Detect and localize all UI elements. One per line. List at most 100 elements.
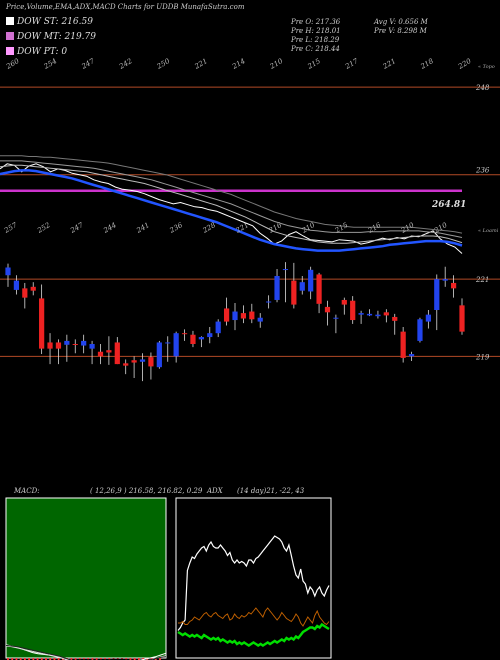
candle-body xyxy=(106,350,112,353)
candle-body xyxy=(366,313,373,316)
candle-body xyxy=(350,300,356,321)
candle-body xyxy=(425,314,431,322)
ema-series-line-4 xyxy=(0,169,463,252)
adx-series-line-1 xyxy=(178,607,330,627)
price-top-label: 215 xyxy=(333,221,350,235)
candle-body xyxy=(308,269,314,292)
candle-body xyxy=(64,340,70,345)
candle-body xyxy=(114,342,120,365)
legend-dow-pt: DOW PT: 0 xyxy=(6,47,67,57)
candle-body xyxy=(417,319,423,341)
adx-panel-frame xyxy=(175,497,332,659)
candle-body xyxy=(442,279,448,281)
legend-swatch-mt xyxy=(6,32,14,40)
candle-body xyxy=(257,317,263,322)
candle-body xyxy=(13,280,20,290)
ema-series-line-0 xyxy=(0,163,463,254)
candle-body xyxy=(392,316,398,321)
candle-body xyxy=(358,313,364,315)
candle-body xyxy=(383,312,389,316)
ema-top-label: 210 xyxy=(268,57,285,71)
chart-title: Price,Volume,EMA,ADX,MACD Charts for UDD… xyxy=(6,3,245,11)
price-top-label: 216 xyxy=(366,221,383,235)
ema-top-label: 254 xyxy=(42,57,58,71)
candle-body xyxy=(190,334,196,344)
candle-body xyxy=(324,306,331,313)
candle-body xyxy=(207,333,213,338)
price-top-label: 257 xyxy=(2,221,19,235)
ema-top-label: 215 xyxy=(305,57,322,71)
candle-body xyxy=(240,313,247,319)
ema-series-line-3 xyxy=(0,155,463,234)
candle-body xyxy=(198,337,204,340)
candle-body xyxy=(72,344,78,345)
candle-body xyxy=(434,279,440,310)
macd-label: MACD: xyxy=(13,487,40,495)
ema-corner-label: « Topo xyxy=(478,64,495,70)
candle-body xyxy=(291,280,297,305)
candle-body xyxy=(22,288,28,298)
candle-body xyxy=(333,317,339,319)
macd-series-line-1 xyxy=(5,645,167,660)
candle-body xyxy=(47,342,53,349)
candle-body xyxy=(131,360,137,363)
candle-body xyxy=(148,357,154,367)
legend-label-pt: DOW PT: 0 xyxy=(17,47,68,57)
candle-body xyxy=(232,311,238,321)
candle-body xyxy=(123,363,129,366)
candle-body xyxy=(39,298,45,349)
macd-series-line-2 xyxy=(5,644,167,660)
candle-body xyxy=(81,340,87,346)
macd-series-line-0 xyxy=(5,644,167,660)
candle-body xyxy=(274,276,280,300)
candle-body xyxy=(165,342,171,344)
legend-dow-st: DOW ST: 216.59 xyxy=(6,17,93,27)
ema-top-label: 218 xyxy=(418,57,435,71)
candle-body xyxy=(55,342,62,349)
price-right-label: 219 xyxy=(475,353,490,361)
adx-label: ADX xyxy=(206,487,224,495)
price-top-label: 252 xyxy=(35,221,52,235)
stat-pre-low: Pre L: 218.29 xyxy=(291,36,340,44)
ema-price-tag: 264.81 xyxy=(431,200,466,210)
stat-pre-close: Pre C: 218.44 xyxy=(291,45,340,53)
candle-body xyxy=(156,342,162,368)
price-top-label: 244 xyxy=(101,221,117,235)
ema-right-label-top: 248 xyxy=(475,84,490,92)
candle-body xyxy=(408,354,415,357)
legend-label-mt: DOW MT: 219.79 xyxy=(17,32,96,42)
stat-pre-open: Pre O: 217.36 xyxy=(291,18,341,26)
candle-body xyxy=(215,321,221,334)
price-top-label: 247 xyxy=(68,221,85,235)
candle-body xyxy=(181,333,188,335)
ema-series-line-2 xyxy=(0,160,463,238)
candle-body xyxy=(282,269,289,271)
candle-body xyxy=(97,351,104,357)
ema-top-label: 221 xyxy=(381,57,397,71)
price-top-label: 241 xyxy=(134,221,150,235)
candle-body xyxy=(459,305,465,332)
price-right-label: 221 xyxy=(475,276,489,284)
candle-body xyxy=(223,308,230,322)
ema-top-label: 217 xyxy=(343,57,360,71)
candle-body xyxy=(450,282,457,289)
ema-series-line-1 xyxy=(0,164,463,244)
macd-panel-frame xyxy=(5,497,167,659)
legend-dow-mt: DOW MT: 219.79 xyxy=(6,32,96,42)
candle-body xyxy=(266,301,272,303)
legend-swatch-st xyxy=(6,17,14,25)
ema-right-label-mid: 236 xyxy=(475,167,490,175)
ema-top-label: 242 xyxy=(117,57,134,71)
candle-body xyxy=(173,333,179,357)
adx-values: (14 day)21, -22, 43 xyxy=(237,487,305,495)
stat-pre-volume: Pre V: 8.298 M xyxy=(374,27,427,35)
candle-body xyxy=(89,344,95,349)
candle-body xyxy=(400,331,406,358)
candle-body xyxy=(316,274,322,304)
ema-top-label: 260 xyxy=(4,57,21,71)
price-corner-label: « Loami xyxy=(478,228,499,234)
adx-series-line-2 xyxy=(177,622,330,647)
price-top-label: 236 xyxy=(168,221,185,235)
stat-pre-high: Pre H: 218.01 xyxy=(291,27,341,35)
ema-top-label: 247 xyxy=(79,57,96,71)
